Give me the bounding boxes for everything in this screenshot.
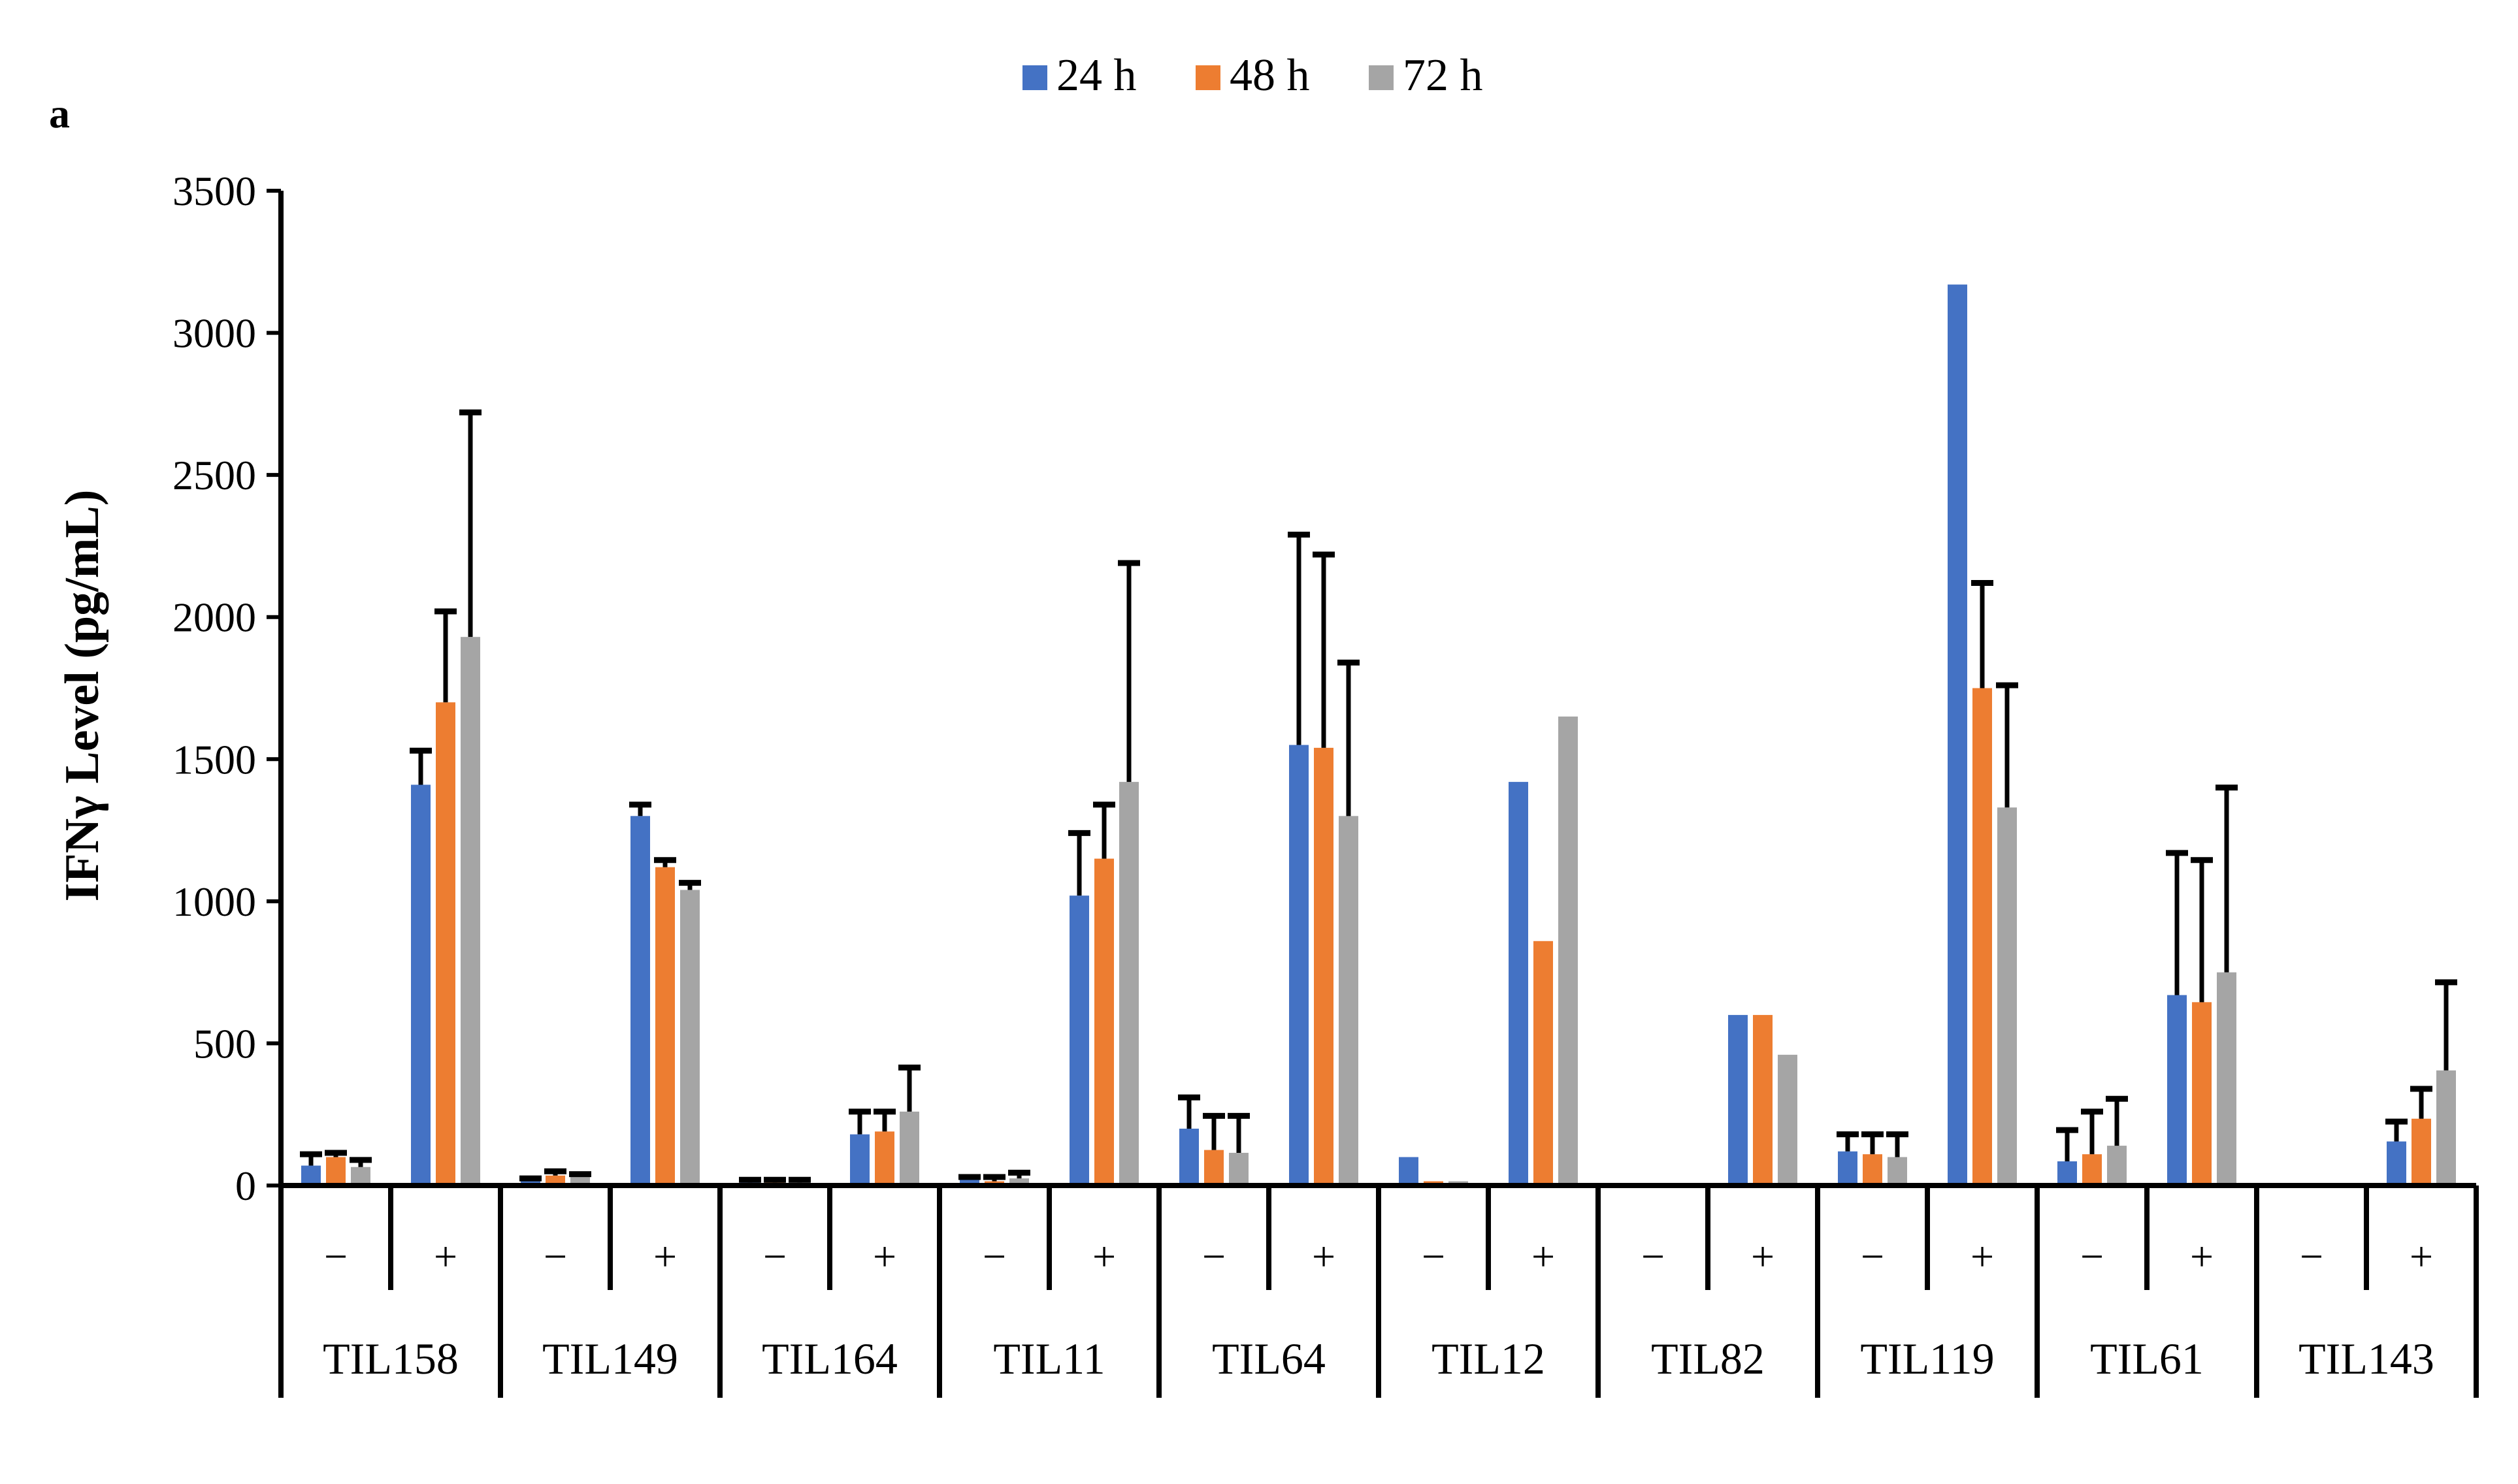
bar-24h-5 bbox=[850, 1134, 870, 1186]
legend-label: 24 h bbox=[1056, 50, 1137, 101]
bar-48h-0 bbox=[326, 1157, 346, 1186]
y-tick-label: 500 bbox=[193, 1020, 256, 1067]
bar-48h-11 bbox=[1533, 941, 1553, 1186]
condition-label: − bbox=[1422, 1233, 1445, 1280]
condition-label: + bbox=[653, 1233, 677, 1280]
condition-label: − bbox=[1202, 1233, 1226, 1280]
bar-48h-1 bbox=[436, 702, 455, 1186]
legend-label: 48 h bbox=[1230, 50, 1310, 101]
bar-72h-1 bbox=[461, 637, 480, 1186]
bar-72h-8 bbox=[1229, 1152, 1249, 1186]
legend: 24 h 48 h 72 h bbox=[1022, 50, 1483, 101]
plot-area bbox=[300, 284, 2457, 1186]
x-axis: − + TIL158 − + TIL149 − + TIL164 − + TIL11 − + TIL64 − +… bbox=[278, 1183, 2479, 1398]
group-label: TIL82 bbox=[1651, 1334, 1765, 1383]
condition-label: − bbox=[1641, 1233, 1665, 1280]
group-label: TIL12 bbox=[1431, 1334, 1545, 1383]
group-label: TIL149 bbox=[542, 1334, 678, 1383]
bar-24h-14 bbox=[1838, 1151, 1857, 1186]
y-tick-label: 1500 bbox=[172, 736, 256, 782]
y-tick-label: 0 bbox=[235, 1163, 256, 1209]
bar-24h-10 bbox=[1399, 1157, 1418, 1186]
condition-label: − bbox=[544, 1233, 567, 1280]
group-label: TIL61 bbox=[2090, 1334, 2204, 1383]
y-tick-label: 2500 bbox=[172, 452, 256, 498]
bar-72h-3 bbox=[680, 890, 700, 1186]
condition-label: − bbox=[2300, 1233, 2323, 1280]
bar-24h-19 bbox=[2387, 1141, 2406, 1186]
condition-label: + bbox=[1970, 1233, 1994, 1280]
panel-label: a bbox=[49, 90, 70, 137]
bar-24h-11 bbox=[1509, 782, 1528, 1186]
y-tick-label: 3500 bbox=[172, 168, 256, 214]
bar-72h-15 bbox=[1997, 807, 2017, 1186]
bar-72h-0 bbox=[351, 1167, 370, 1186]
bar-72h-9 bbox=[1339, 816, 1358, 1186]
legend-label: 72 h bbox=[1403, 50, 1483, 101]
condition-label: + bbox=[1092, 1233, 1116, 1280]
y-tick-label: 1000 bbox=[172, 879, 256, 925]
bar-72h-14 bbox=[1888, 1157, 1907, 1186]
bar-24h-17 bbox=[2167, 995, 2187, 1186]
bar-72h-6 bbox=[1009, 1178, 1029, 1186]
condition-label: + bbox=[873, 1233, 896, 1280]
condition-label: + bbox=[1312, 1233, 1335, 1280]
group-label: TIL119 bbox=[1860, 1334, 1994, 1383]
group-label: TIL64 bbox=[1212, 1334, 1326, 1383]
bar-48h-17 bbox=[2192, 1002, 2212, 1186]
bar-72h-5 bbox=[900, 1111, 919, 1186]
bar-24h-6 bbox=[960, 1180, 979, 1186]
bar-48h-7 bbox=[1094, 858, 1114, 1186]
bar-48h-19 bbox=[2412, 1118, 2431, 1186]
bar-72h-13 bbox=[1778, 1054, 1797, 1186]
y-tick-label: 3000 bbox=[172, 310, 256, 357]
y-axis: 0 500 1000 1500 2000 2500 3000 3500 bbox=[172, 168, 284, 1209]
condition-label: + bbox=[2190, 1233, 2214, 1280]
condition-label: − bbox=[763, 1233, 787, 1280]
bar-24h-1 bbox=[411, 784, 431, 1186]
bar-48h-5 bbox=[875, 1131, 894, 1186]
bar-48h-15 bbox=[1972, 688, 1992, 1186]
bar-24h-7 bbox=[1070, 895, 1089, 1186]
group-label: TIL158 bbox=[323, 1334, 459, 1383]
group-label: TIL11 bbox=[993, 1334, 1105, 1383]
group-label: TIL164 bbox=[762, 1334, 898, 1383]
condition-label: − bbox=[324, 1233, 348, 1280]
condition-label: − bbox=[2080, 1233, 2104, 1280]
bar-24h-13 bbox=[1728, 1014, 1748, 1186]
condition-label: + bbox=[2410, 1233, 2433, 1280]
bar-24h-16 bbox=[2057, 1161, 2077, 1186]
bar-24h-9 bbox=[1289, 745, 1309, 1186]
bar-72h-17 bbox=[2217, 972, 2236, 1186]
condition-label: − bbox=[1861, 1233, 1884, 1280]
bar-48h-14 bbox=[1863, 1154, 1882, 1186]
y-axis-title: IFNγ Level (pg/mL) bbox=[56, 490, 109, 902]
legend-item-24h: 24 h bbox=[1022, 50, 1137, 101]
legend-item-48h: 48 h bbox=[1196, 50, 1310, 101]
bar-24h-15 bbox=[1948, 284, 1967, 1186]
condition-label: + bbox=[1531, 1233, 1555, 1280]
condition-label: + bbox=[1751, 1233, 1774, 1280]
bar-24h-0 bbox=[301, 1165, 321, 1186]
group-label: TIL143 bbox=[2298, 1334, 2434, 1383]
bar-72h-16 bbox=[2107, 1146, 2127, 1186]
bar-48h-3 bbox=[655, 867, 675, 1186]
legend-swatch bbox=[1196, 65, 1220, 90]
bar-72h-7 bbox=[1119, 782, 1139, 1186]
condition-label: + bbox=[434, 1233, 457, 1280]
bar-48h-9 bbox=[1314, 747, 1333, 1186]
bar-24h-8 bbox=[1179, 1128, 1199, 1186]
legend-item-72h: 72 h bbox=[1369, 50, 1483, 101]
condition-label: − bbox=[983, 1233, 1006, 1280]
bar-72h-11 bbox=[1558, 717, 1578, 1186]
bar-24h-3 bbox=[630, 816, 650, 1186]
legend-swatch bbox=[1369, 65, 1394, 90]
bar-48h-13 bbox=[1753, 1014, 1773, 1186]
y-tick-label: 2000 bbox=[172, 594, 256, 641]
bar-72h-19 bbox=[2436, 1070, 2456, 1186]
bar-48h-16 bbox=[2082, 1154, 2102, 1186]
legend-swatch bbox=[1022, 65, 1047, 90]
bar-48h-8 bbox=[1204, 1150, 1224, 1186]
